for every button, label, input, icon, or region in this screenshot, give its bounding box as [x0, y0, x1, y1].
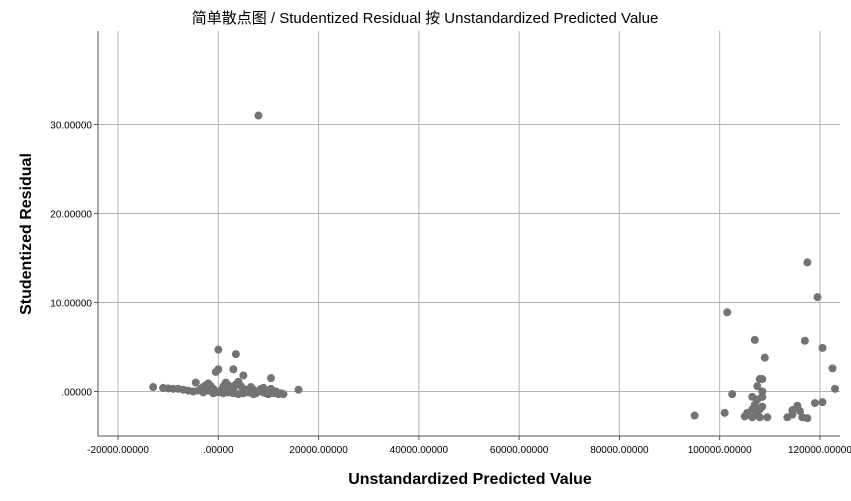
x-tick-label: 20000.00000 — [289, 445, 348, 456]
y-tick-label: 20.00000 — [50, 209, 92, 220]
data-point — [810, 399, 819, 408]
data-point — [266, 374, 275, 383]
data-point — [800, 336, 809, 345]
data-point — [259, 383, 268, 392]
data-point — [279, 390, 288, 399]
chart-title: 简单散点图 / Studentized Residual 按 Unstandar… — [192, 10, 659, 27]
data-points — [149, 111, 839, 423]
data-point — [753, 382, 762, 391]
data-point — [795, 407, 804, 416]
data-point — [828, 364, 837, 373]
y-axis-label: Studentized Residual — [18, 153, 35, 315]
data-point — [264, 390, 273, 399]
data-point — [750, 335, 759, 344]
data-point — [209, 389, 218, 398]
data-point — [254, 111, 263, 120]
data-point — [149, 383, 158, 392]
data-point — [783, 413, 792, 422]
data-point — [760, 353, 769, 362]
data-point — [720, 408, 729, 417]
y-tick-label: 10.00000 — [50, 298, 92, 309]
data-point — [214, 365, 223, 374]
data-point — [818, 398, 827, 407]
axes — [94, 31, 840, 440]
data-point — [763, 413, 772, 422]
y-tick-label: .00000 — [61, 387, 92, 398]
data-point — [758, 402, 767, 411]
x-tick-label: 80000.00000 — [590, 445, 649, 456]
data-point — [740, 412, 749, 421]
data-point — [294, 385, 303, 394]
x-axis-label: Unstandardized Predicted Value — [348, 471, 592, 488]
data-point — [803, 414, 812, 423]
data-point — [231, 350, 240, 359]
x-tick-label: 120000.00000 — [788, 445, 851, 456]
x-tick-label: 40000.00000 — [390, 445, 449, 456]
data-point — [191, 378, 200, 387]
gridlines — [98, 31, 840, 436]
data-point — [723, 308, 732, 317]
x-tick-label: .00000 — [203, 445, 234, 456]
data-point — [728, 390, 737, 399]
data-point — [748, 413, 757, 422]
tick-labels: -20000.00000 .00000 20000.00000 40000.00000… — [50, 120, 851, 456]
data-point — [249, 390, 258, 399]
data-point — [813, 293, 822, 302]
data-point — [818, 343, 827, 352]
x-tick-label: -20000.00000 — [87, 445, 149, 456]
data-point — [239, 371, 248, 380]
data-point — [803, 258, 812, 267]
data-point — [690, 411, 699, 420]
data-point — [758, 375, 767, 384]
data-point — [788, 406, 797, 415]
x-tick-label: 100000.00000 — [688, 445, 752, 456]
y-tick-label: 30.00000 — [50, 120, 92, 131]
data-point — [755, 413, 764, 422]
data-point — [229, 365, 238, 374]
data-point — [214, 345, 223, 354]
data-point — [830, 384, 839, 393]
x-tick-label: 60000.00000 — [490, 445, 549, 456]
